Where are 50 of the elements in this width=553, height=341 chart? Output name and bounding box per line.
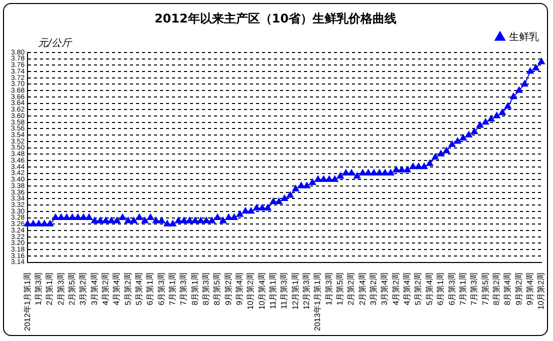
x-tick-label: 4月第2周 (391, 272, 400, 306)
x-tick-label: 5月第4周 (424, 272, 434, 306)
x-tick-label: 5月第4周 (134, 272, 144, 306)
x-tick-label: 7月第1周 (168, 272, 178, 306)
x-tick-label: 7月第5周 (480, 272, 490, 306)
x-tick-label: 3月第2周 (78, 272, 88, 306)
x-tick-label: 11月第1周 (268, 272, 278, 310)
x-tick-label: 6月第1周 (146, 272, 155, 306)
x-tick-label: 1月第3周 (34, 272, 43, 306)
x-tick-label: 6月第3周 (156, 272, 166, 306)
x-tick-label: 6月第3周 (447, 272, 456, 306)
x-tick-label: 12月第1周 (290, 272, 300, 310)
x-tick-label: 7月第3周 (179, 272, 188, 306)
x-tick-label: 8月第1周 (190, 272, 200, 306)
x-tick-label: 9月第4周 (525, 272, 534, 306)
x-tick-label: 2013年1月第1周 (313, 272, 322, 332)
x-tick-label: 2月第3周 (56, 272, 66, 306)
chart-title: 2012年以来主产区（10省）生鲜乳价格曲线 (154, 11, 397, 26)
x-tick-label: 2月第4周 (358, 272, 367, 306)
x-tick-label: 8月第2周 (492, 272, 501, 306)
x-tick-label: 7月第3周 (470, 272, 479, 306)
x-tick-label: 2月第1周 (45, 272, 54, 306)
legend-label: 生鲜乳 (509, 31, 539, 44)
x-tick-label: 5月第2周 (123, 272, 132, 306)
x-tick-label: 4月第4周 (402, 272, 412, 306)
x-tick-label: 3月第4周 (90, 272, 99, 306)
x-tick-label: 2月第5周 (68, 272, 77, 306)
x-tick-label: 1月第5周 (336, 272, 345, 306)
x-tick-label: 8月第3周 (202, 272, 211, 306)
x-tick-label: 3月第2周 (369, 272, 378, 306)
x-tick-label: 3月第4周 (380, 272, 390, 306)
x-tick-label: 7月第1周 (458, 272, 468, 306)
x-tick-label: 8月第5周 (212, 272, 222, 306)
x-tick-label: 10月第2周 (536, 272, 546, 310)
x-tick-label: 2月第2周 (346, 272, 356, 306)
x-tick-label: 4月第2周 (101, 272, 110, 306)
x-tick-label: 9月第2周 (514, 272, 524, 306)
x-tick-label: 5月第2周 (414, 272, 423, 306)
x-tick-label: 9月第4周 (235, 272, 244, 306)
x-tick-label: 10月第2周 (246, 272, 256, 310)
x-tick-label: 12月第3周 (302, 272, 312, 310)
x-tick-label: 10月第4周 (257, 272, 266, 310)
x-tick-label: 6月第1周 (436, 272, 446, 306)
x-tick-label: 9月第2周 (224, 272, 233, 306)
x-tick-label: 11月第3周 (280, 272, 289, 310)
x-tick-label: 2012年1月第1周 (22, 272, 32, 332)
y-axis-title: 元/公斤 (38, 36, 72, 50)
x-tick-label: 1月第3周 (324, 272, 334, 306)
x-tick-label: 4月第4周 (112, 272, 122, 306)
x-tick-label: 8月第4周 (503, 272, 512, 306)
